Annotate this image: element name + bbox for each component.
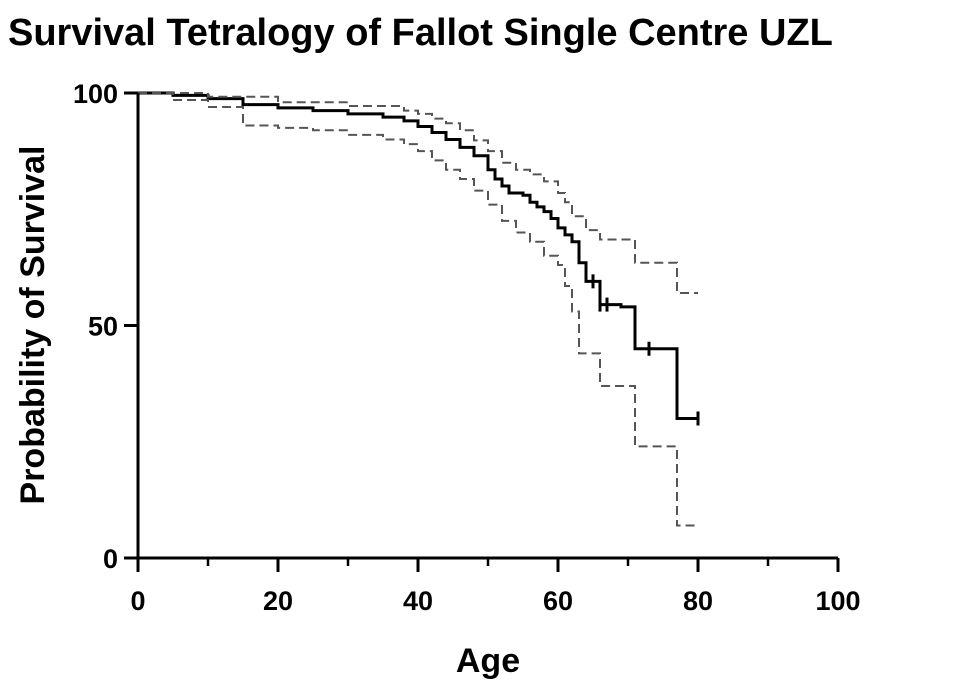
plot-area [138, 91, 700, 527]
y-tick-label: 50 [88, 312, 118, 342]
axes: 0 20 40 60 80 100 0 50 100 [73, 79, 861, 616]
x-tick-label: 0 [130, 586, 145, 616]
x-tick-label: 80 [683, 586, 713, 616]
confidence-interval-line [138, 92, 698, 527]
x-tick-label: 20 [263, 586, 293, 616]
survival-curve-line [138, 91, 698, 420]
y-tick-label: 100 [73, 79, 118, 109]
x-tick-label: 60 [543, 586, 573, 616]
y-tick-label: 0 [103, 544, 118, 574]
x-axis-label: Age [456, 642, 520, 680]
confidence-interval-line [138, 92, 698, 294]
y-axis-label: Probability of Survival [14, 146, 52, 505]
x-tick-label: 100 [815, 586, 860, 616]
x-tick-label: 40 [403, 586, 433, 616]
chart-title: Survival Tetralogy of Fallot Single Cent… [8, 12, 833, 54]
